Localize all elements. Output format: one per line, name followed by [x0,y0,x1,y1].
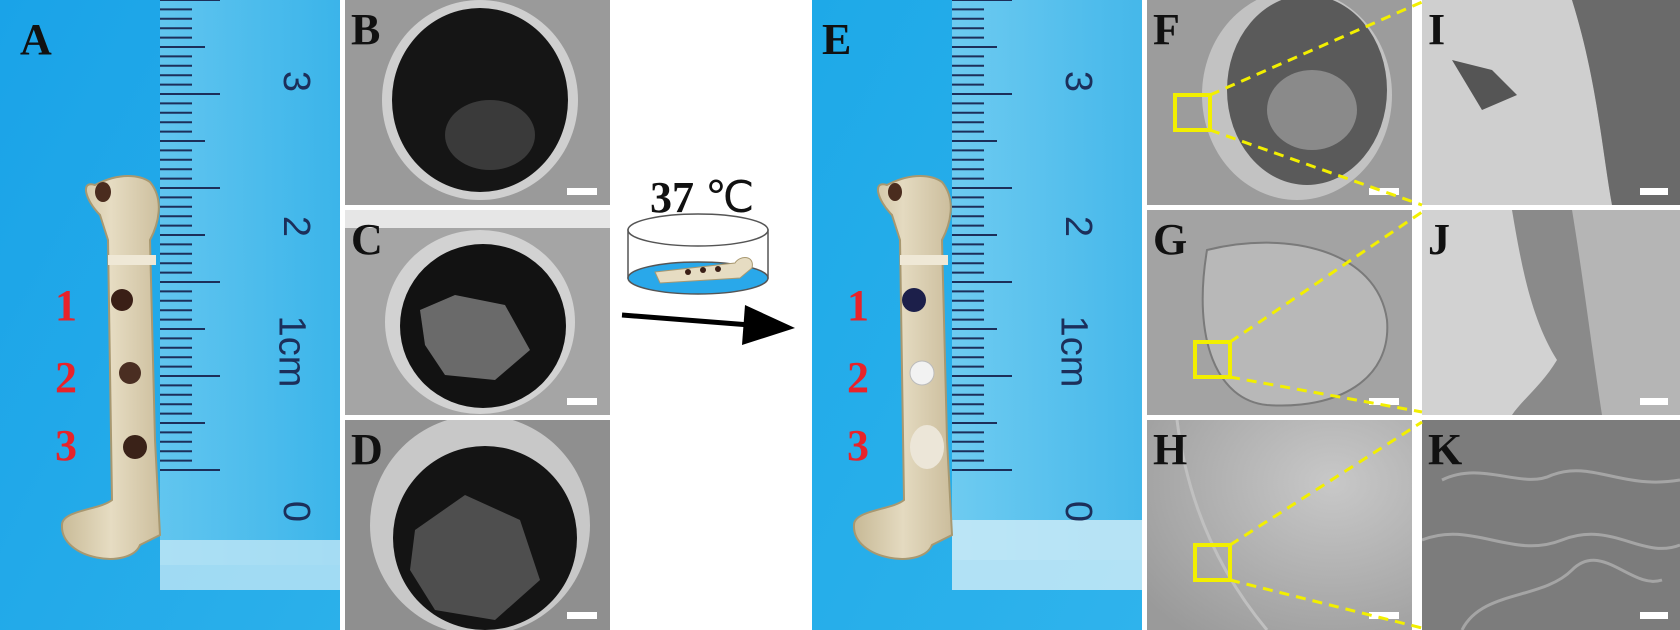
panel-h-image [1147,420,1412,630]
panel-k-image [1422,420,1680,630]
connector-f-bottom [1209,128,1423,207]
scale-bar-d [567,612,597,619]
scale-bar-k [1640,612,1668,619]
scale-bar-f [1369,188,1399,195]
panel-f-label: F [1153,5,1180,54]
zoom-box-g [1193,340,1232,379]
connector-g-bottom [1229,375,1423,414]
scale-bar-i [1640,188,1668,195]
panel-e-photo: E 3 2 1cm 0 1 2 3 [812,0,1142,630]
scale-bar-j [1640,398,1668,405]
incubation-temperature: 37 ℃ [650,172,754,223]
hole-a-label-2: 2 [55,353,77,402]
scale-bar-g [1369,398,1399,405]
scale-bar-c [567,398,597,405]
panel-i-sem: I [1422,0,1680,205]
panel-d-sem: D [345,420,610,630]
hole-e-label-1: 1 [847,281,869,330]
panel-a-photo: A 3 2 1cm 0 1 2 3 [0,0,340,630]
panel-c-image [345,210,610,415]
panel-d-label: D [351,425,383,474]
incubation-dish-and-arrow [621,213,795,345]
zoom-box-f [1173,93,1212,132]
connector-g-top [1229,210,1423,344]
arrow-head-icon [742,305,795,345]
panel-b-label: B [351,5,381,54]
panel-b-image [345,0,610,205]
scale-bar-h [1369,612,1399,619]
panel-h-label: H [1153,425,1188,474]
hole-a-label-3: 3 [55,421,77,470]
panel-g-sem: G [1147,210,1412,415]
hole-e-label-3: 3 [847,421,869,470]
panel-f-sem: F [1147,0,1412,205]
panel-i-label: I [1428,5,1446,54]
panel-d-image [345,420,610,630]
arrow-shaft [621,312,751,328]
panel-g-label: G [1153,215,1188,264]
panel-a-image [0,0,340,630]
panel-j-sem: J [1422,210,1680,415]
connector-f-top [1209,0,1423,97]
connector-h-top [1229,420,1423,547]
panel-g-image [1147,210,1412,415]
panel-i-image [1422,0,1680,205]
panel-b-sem: B [345,0,610,205]
panel-c-sem: C [345,210,610,415]
connector-h-bottom [1229,578,1423,630]
hole-a-label-1: 1 [55,281,77,330]
panel-a-label: A [20,15,52,64]
hole-e-label-2: 2 [847,353,869,402]
panel-f-image [1147,0,1412,205]
panel-j-image [1422,210,1680,415]
panel-j-label: J [1428,215,1450,264]
zoom-box-h [1193,543,1232,582]
panel-h-sem: H [1147,420,1412,630]
panel-k-sem: K [1422,420,1680,630]
panel-e-image [812,0,1142,630]
scale-bar-b [567,188,597,195]
panel-c-label: C [351,215,383,264]
panel-e-label: E [822,15,852,64]
panel-k-label: K [1428,425,1463,474]
